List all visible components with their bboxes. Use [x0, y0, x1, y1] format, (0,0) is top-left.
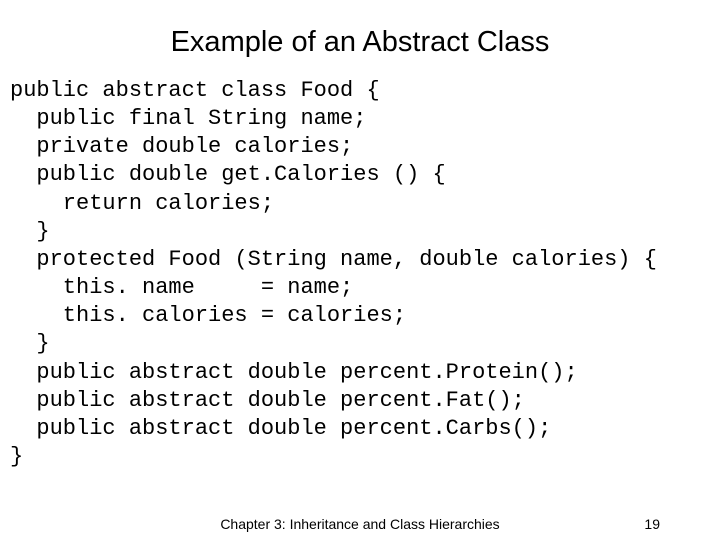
footer-chapter: Chapter 3: Inheritance and Class Hierarc… [0, 516, 720, 532]
slide-title: Example of an Abstract Class [0, 0, 720, 77]
code-block: public abstract class Food { public fina… [0, 77, 720, 471]
page-number: 19 [644, 516, 660, 532]
code-line: public final String name; [10, 106, 366, 131]
code-line: this. name = name; [10, 275, 353, 300]
code-line: private double calories; [10, 134, 353, 159]
code-line: } [10, 219, 50, 244]
code-line: return calories; [10, 191, 274, 216]
code-line: protected Food (String name, double calo… [10, 247, 657, 272]
code-line: public double get.Calories () { [10, 162, 446, 187]
code-line: this. calories = calories; [10, 303, 406, 328]
code-line: } [10, 331, 50, 356]
slide: Example of an Abstract Class public abst… [0, 0, 720, 540]
code-line: public abstract double percent.Carbs(); [10, 416, 551, 441]
code-line: } [10, 444, 23, 469]
code-line: public abstract double percent.Protein()… [10, 360, 578, 385]
code-line: public abstract class Food { [10, 78, 380, 103]
code-line: public abstract double percent.Fat(); [10, 388, 525, 413]
